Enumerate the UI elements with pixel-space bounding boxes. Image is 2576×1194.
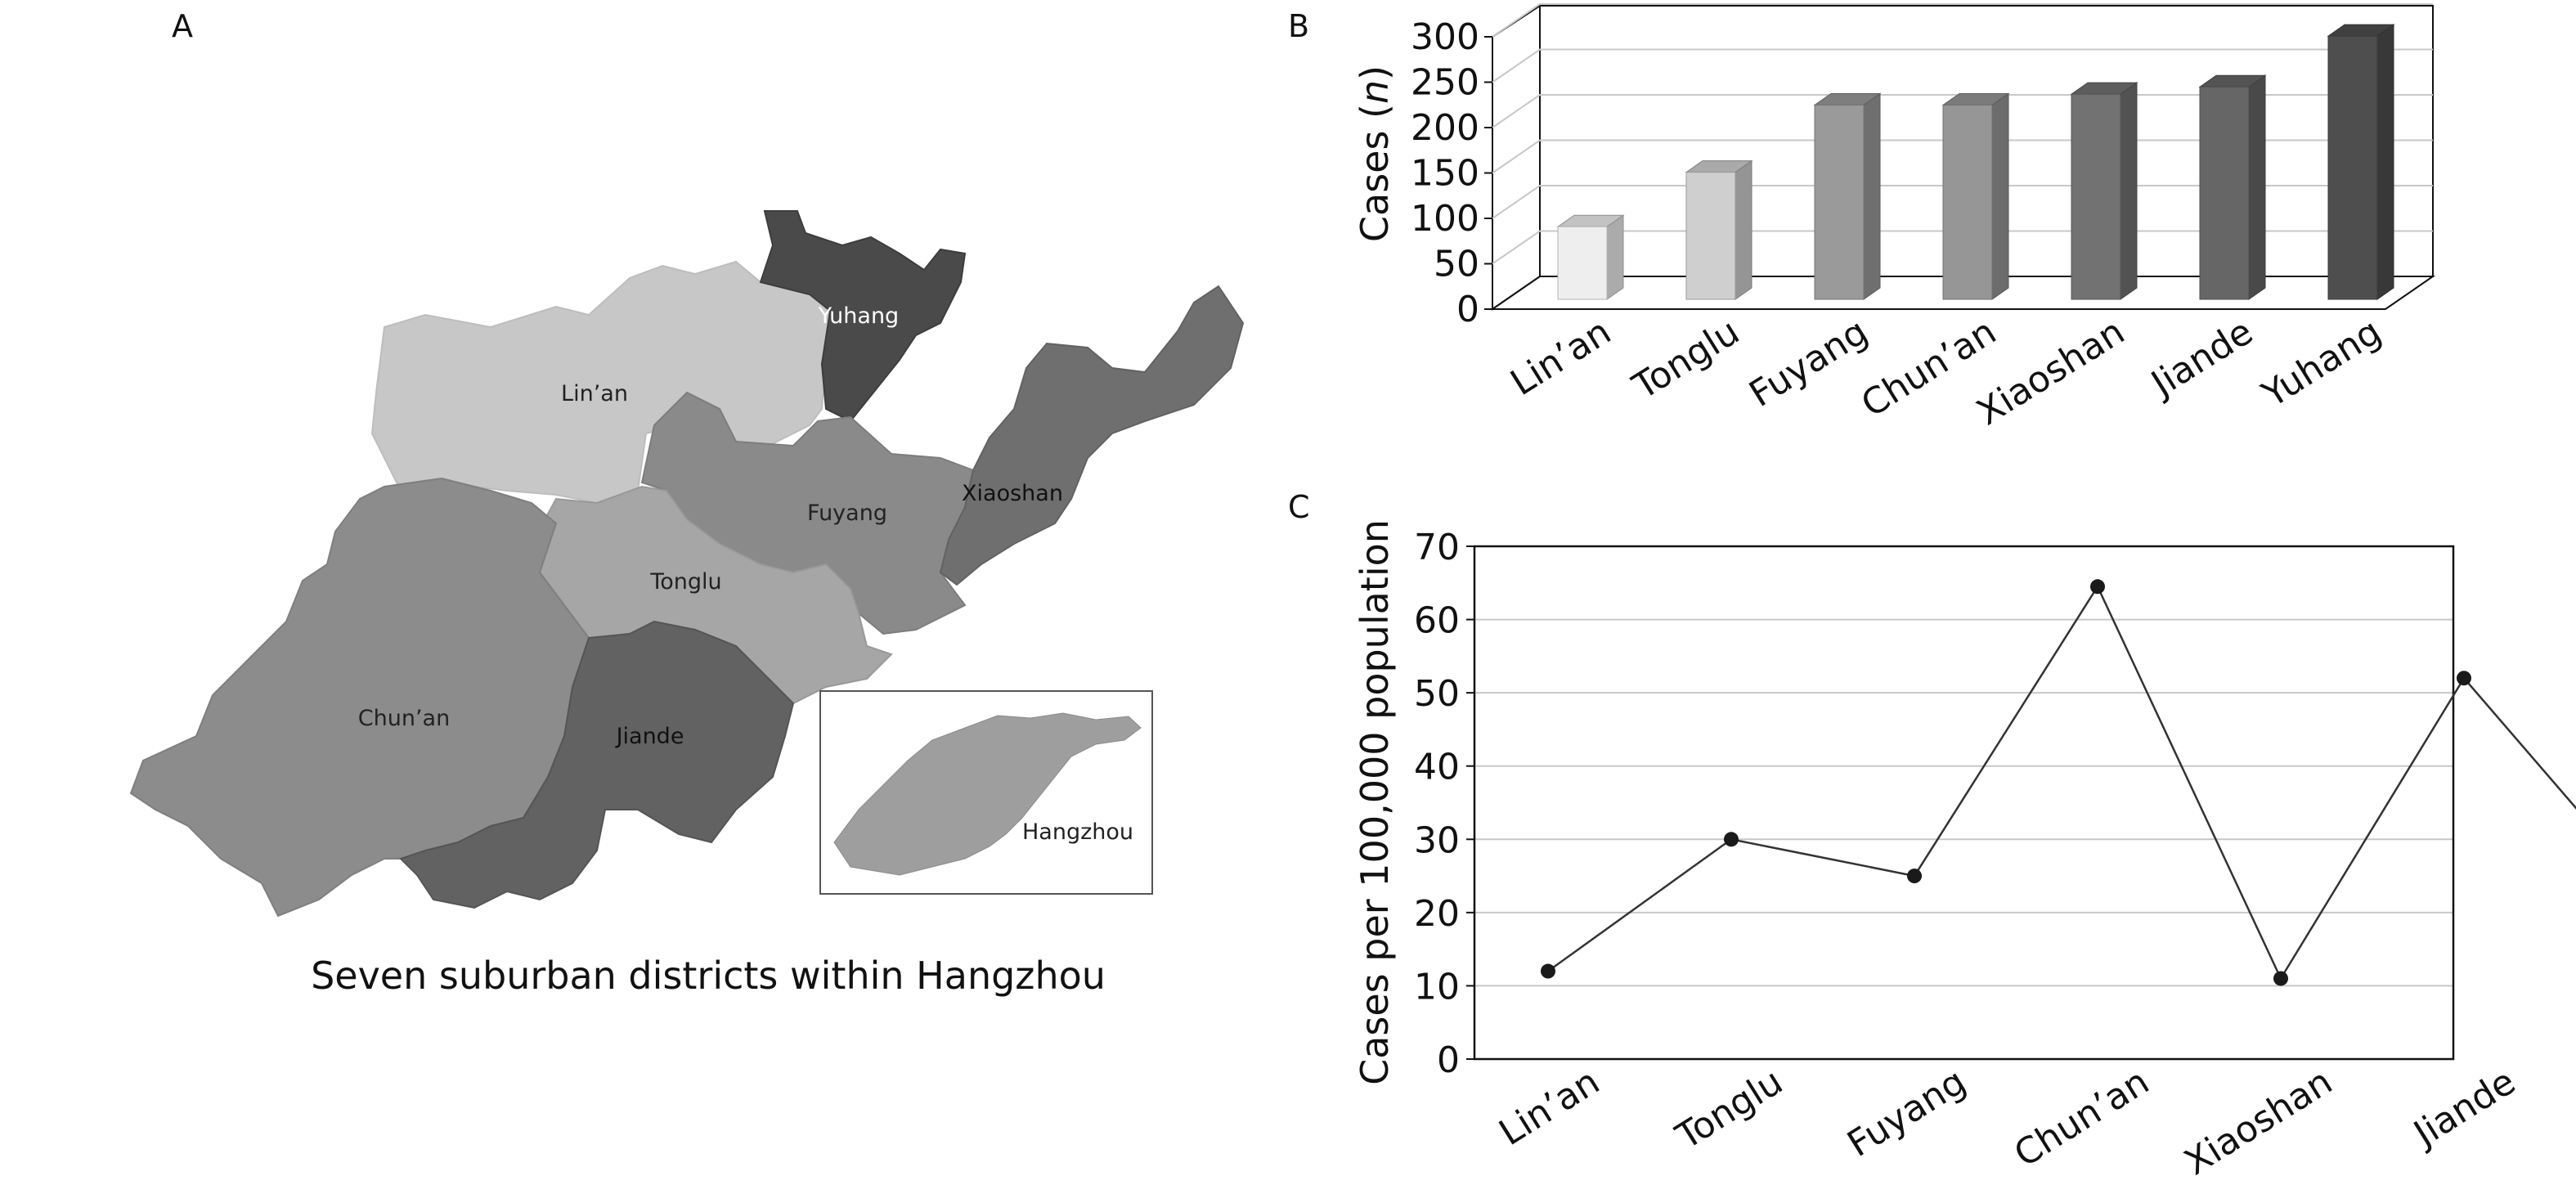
line-chart-x-tick-label: Yuhang (2572, 1061, 2576, 1166)
district-jiande (399, 620, 795, 909)
district-map: Yuhang Lin’an Fuyang Xiaoshan Tonglu Chu… (129, 210, 1245, 998)
line-chart: 0 10 20 30 40 50 60 70 Lin’an Tonglu Fuyang Chun’a… (1353, 519, 2576, 1183)
bar-7 (2327, 24, 2395, 300)
bar-chart-y-tick-label: 50 (1434, 244, 1479, 285)
bar-side (2376, 24, 2394, 300)
bar-chart-x-tick-label: Yuhang (2255, 311, 2389, 416)
bar-side (1863, 92, 1881, 300)
map-label-linan: Lin’an (561, 381, 628, 406)
map-label-tonglu: Tonglu (649, 569, 721, 595)
line-chart-x-tick-label: Tonglu (1668, 1061, 1790, 1158)
bar-chart-y-tick-label: 150 (1411, 153, 1479, 195)
inset-map (833, 712, 1142, 876)
line-chart-y-tick-label: 20 (1414, 893, 1460, 935)
line-chart-y-tick-label: 0 (1437, 1039, 1460, 1081)
line-series (1547, 584, 2576, 981)
bar-5 (2070, 82, 2138, 300)
line-chart-x-tick-label: Lin’an (1492, 1061, 1607, 1154)
bar-front (1814, 104, 1865, 300)
bar-4 (1941, 92, 2010, 300)
line-chart-plot-area (1473, 545, 2455, 1061)
line-point-6 (2457, 671, 2471, 686)
line-point-1 (1541, 963, 1555, 979)
line-point-2 (1724, 832, 1739, 847)
bar-side (1606, 214, 1624, 300)
line-chart-x-tick-label: Xiaoshan (2178, 1061, 2340, 1183)
bar-chart-x-tick-label: Jiande (2143, 311, 2260, 406)
bar-side (2120, 82, 2138, 300)
district-yuhang (759, 210, 967, 423)
bar-chart-gridline (1492, 3, 2433, 38)
bar-chart-y-tick-label: 100 (1411, 198, 1479, 240)
map-caption: Seven suburban districts within Hangzhou (311, 954, 1106, 998)
line-chart-y-tick-label: 60 (1414, 600, 1460, 642)
bar-chart-y-tick-label: 0 (1456, 289, 1479, 330)
bar-chart-y-tick-label: 300 (1411, 16, 1479, 58)
line-chart-y-tick-label: 10 (1414, 966, 1460, 1008)
panel-label-b: B (1288, 8, 1309, 44)
panel-label-c: C (1288, 489, 1310, 525)
line-point-3 (1907, 869, 1922, 884)
line-chart-y-tick-label: 50 (1414, 673, 1460, 715)
bar-2 (1685, 159, 1753, 300)
map-label-fuyang: Fuyang (807, 500, 887, 526)
bar-6 (2198, 74, 2267, 300)
line-chart-x-tick-label: Chun’an (2007, 1061, 2156, 1175)
bar-front (1942, 104, 1993, 300)
line-chart-x-tick-label: Jiande (2405, 1061, 2523, 1156)
line-chart-y-tick-label: 30 (1414, 819, 1460, 861)
bar-chart-y-tick-label: 250 (1411, 62, 1479, 104)
district-chunan (129, 477, 590, 918)
district-xiaoshan (939, 285, 1245, 586)
bar-chart-x-tick-label: Fuyang (1742, 311, 1874, 415)
bar-3 (1813, 92, 1882, 300)
map-label-yuhang: Yuhang (818, 303, 899, 329)
bar-1 (1556, 214, 1625, 300)
bar-front (2199, 86, 2250, 300)
line-point-4 (2090, 579, 2105, 595)
bar-chart-x-tick-label: Tonglu (1625, 311, 1747, 408)
bar-chart-y-axis-label: Cases (n) (1353, 65, 1397, 242)
bar-side (2248, 74, 2266, 300)
bar-chart-x-tick-label: Lin’an (1504, 311, 1618, 404)
panel-label-a: A (172, 8, 193, 44)
line-chart-y-tick-label: 70 (1414, 527, 1460, 568)
bar-side (1991, 92, 2009, 300)
map-label-chunan: Chun’an (358, 706, 450, 731)
line-chart-y-tick-label: 40 (1414, 747, 1460, 788)
bar-chart-y-tick-label: 200 (1411, 107, 1479, 149)
bar-front (2071, 93, 2121, 300)
map-label-jiande: Jiande (615, 724, 684, 749)
map-label-xiaoshan: Xiaoshan (962, 481, 1063, 506)
inset-label: Hangzhou (1022, 819, 1133, 845)
line-chart-y-axis-label: Cases per 100,000 population (1353, 519, 1397, 1085)
bar-chart-gridline (1492, 48, 2433, 83)
bar-front (2327, 35, 2378, 300)
line-chart-x-tick-label: Fuyang (1840, 1061, 1972, 1165)
bar-front (1685, 172, 1736, 300)
bar-front (1557, 226, 1608, 300)
bar-chart-x-tick-label: Xiaoshan (1970, 311, 2132, 433)
line-point-5 (2273, 971, 2288, 986)
bar-side (1735, 159, 1752, 300)
